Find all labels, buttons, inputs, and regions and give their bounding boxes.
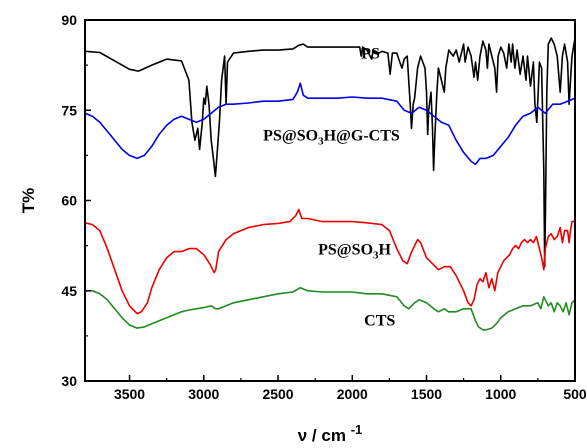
x-axis-label-superscript: -1 <box>351 422 363 437</box>
x-axis-label-main: ν / cm <box>298 426 346 445</box>
series-line-2 <box>84 208 575 315</box>
series-labels: PS PS@SO3H@G-CTS PS@SO3H CTS <box>263 46 400 330</box>
y-axis-label: T% <box>19 188 38 214</box>
series-line-1 <box>84 82 576 166</box>
y-tick-label: 30 <box>61 373 77 389</box>
series-label-3: CTS <box>364 313 395 330</box>
y-tick-label: 75 <box>61 102 77 118</box>
x-tick-label: 1000 <box>485 386 516 402</box>
series-line-3 <box>85 286 576 331</box>
plot-frame <box>84 19 576 382</box>
series-label-1: PS@SO3H@G-CTS <box>263 127 400 147</box>
y-tick-label: 60 <box>61 193 77 209</box>
series-label-2: PS@SO3H <box>318 242 391 262</box>
x-tick-label: 1500 <box>411 386 442 402</box>
series-label-0: PS <box>361 46 380 63</box>
x-tick-label: 500 <box>563 386 587 402</box>
x-tick-label: 2000 <box>337 386 368 402</box>
x-tick-label: 3000 <box>188 386 219 402</box>
x-axis-label: ν / cm -1 <box>298 422 363 445</box>
axis-ticks: 3500 3000 2500 2000 1500 1000 500 30 45 60 75 90 <box>61 12 586 402</box>
x-tick-label: 2500 <box>262 386 293 402</box>
plot-series-group <box>84 37 576 331</box>
y-tick-label: 45 <box>61 283 77 299</box>
x-tick-label: 3500 <box>114 386 145 402</box>
y-tick-label: 90 <box>61 12 77 28</box>
series-line-0 <box>84 37 576 268</box>
